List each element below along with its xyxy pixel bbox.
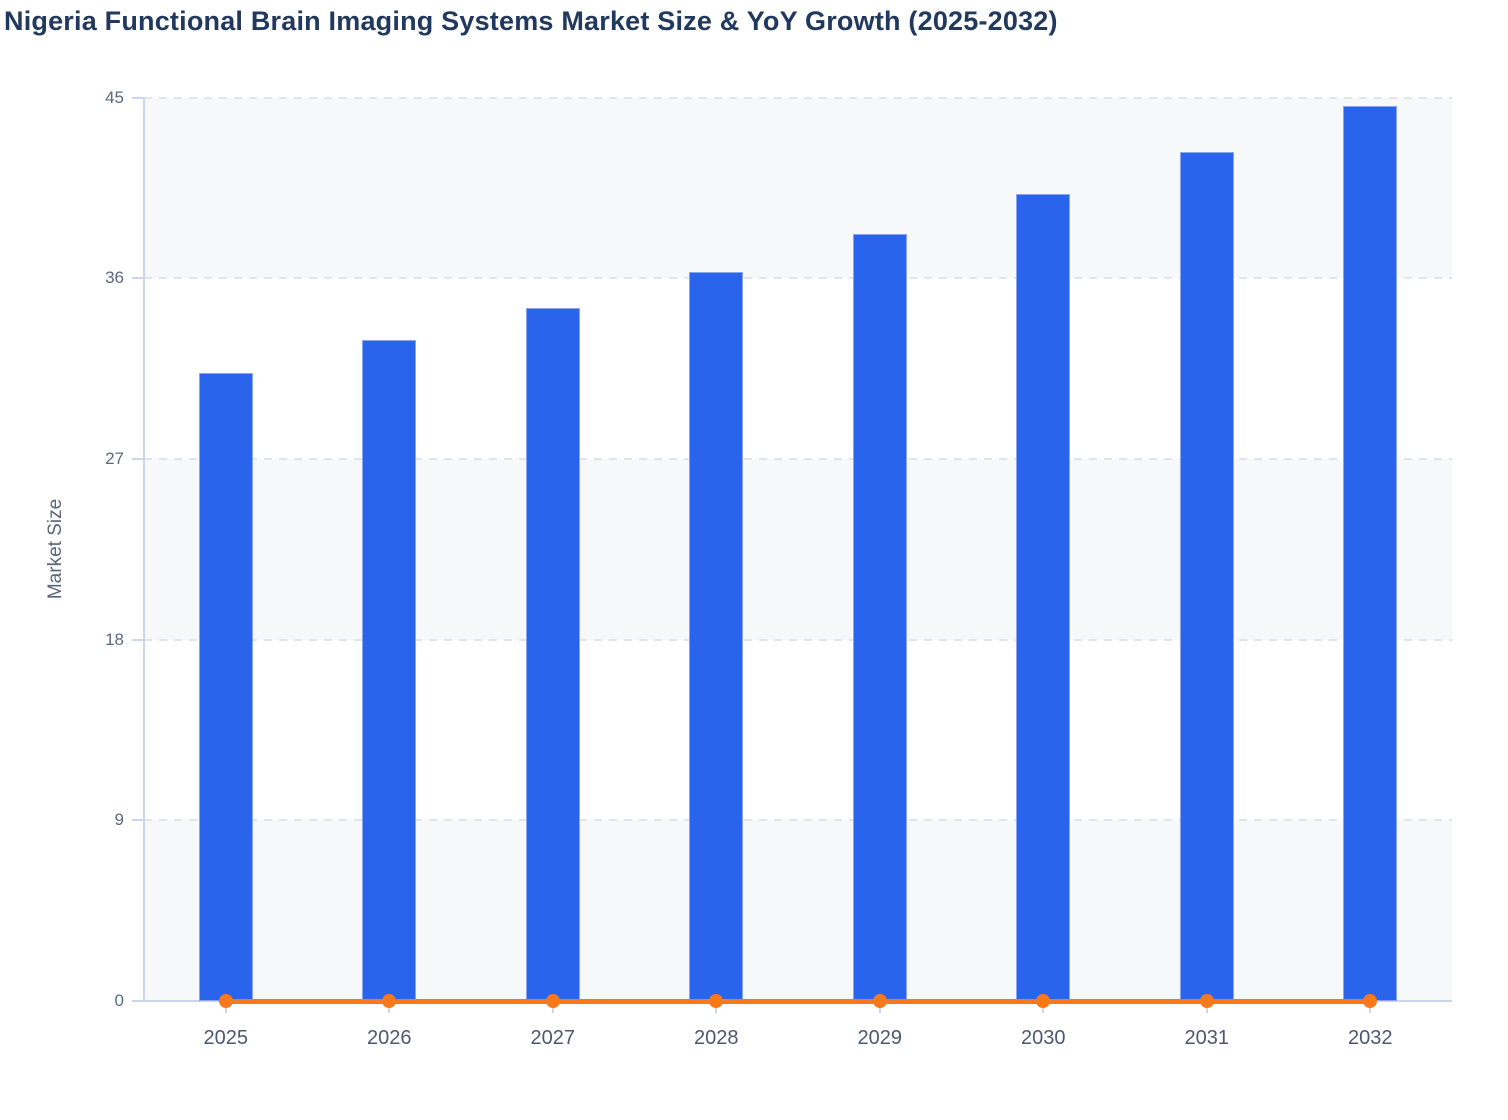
yoy-marker-2030[interactable] [1036,994,1051,1008]
yoy-marker-2025[interactable] [218,994,233,1008]
bar-2032[interactable] [1343,105,1398,1001]
y-axis-line [143,97,145,1001]
y-tick-label: 18 [105,629,124,649]
y-tick-label: 27 [105,448,124,468]
bar-2026[interactable] [362,340,417,1001]
gridline [144,277,1452,280]
bar-2029[interactable] [852,234,907,1001]
gridline [144,638,1452,641]
plot-band [144,97,1452,279]
bar-2025[interactable] [198,372,253,1001]
yoy-marker-2032[interactable] [1363,994,1378,1008]
x-tick-label: 2032 [1348,1027,1393,1049]
y-axis-tick [132,277,144,280]
gridline [144,457,1452,460]
bar-2027[interactable] [525,308,580,1001]
y-tick-label: 9 [114,810,124,830]
yoy-marker-2029[interactable] [872,994,887,1008]
y-axis-tick [132,819,144,822]
plot-band [144,820,1452,1001]
yoy-growth-line [225,998,1371,1004]
y-tick-label: 45 [105,87,124,107]
yoy-marker-2026[interactable] [382,994,397,1008]
yoy-marker-2027[interactable] [545,994,560,1008]
bar-2031[interactable] [1179,151,1234,1001]
x-tick-label: 2027 [530,1027,576,1049]
x-tick-label: 2029 [857,1027,903,1049]
gridline [144,819,1452,822]
plot-band [144,458,1452,640]
y-axis-tick [132,457,144,460]
y-axis-title: Market Size [45,498,67,600]
x-tick-label: 2031 [1184,1027,1230,1049]
chart-title: Nigeria Functional Brain Imaging Systems… [4,6,1058,36]
x-tick-label: 2025 [203,1027,249,1049]
x-tick-label: 2026 [367,1027,412,1049]
y-axis-tick [132,96,144,99]
y-tick-label: 0 [114,991,124,1010]
bar-2028[interactable] [689,272,744,1001]
x-tick-label: 2028 [694,1027,739,1049]
x-tick-label: 2030 [1021,1027,1066,1049]
yoy-marker-2031[interactable] [1199,994,1214,1008]
y-axis-tick [132,1000,144,1002]
bar-2030[interactable] [1016,193,1071,1001]
y-tick-label: 36 [105,268,124,288]
y-axis-tick [132,638,144,641]
gridline [144,96,1452,99]
yoy-marker-2028[interactable] [709,994,724,1008]
